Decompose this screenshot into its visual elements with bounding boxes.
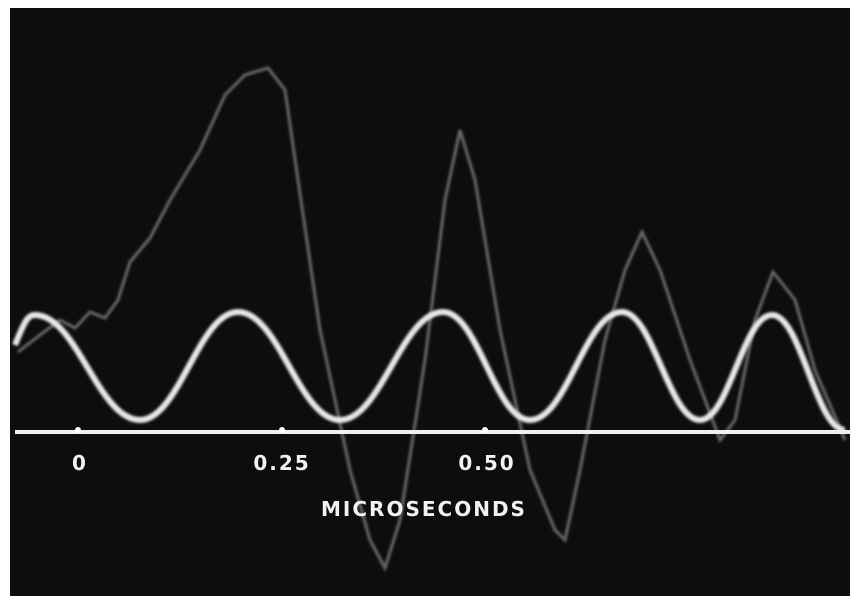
tick-label: 0.50: [458, 451, 515, 475]
tick-mark: [482, 427, 488, 433]
screen: [10, 8, 850, 596]
tick-mark: [279, 427, 285, 433]
tick-mark: [75, 427, 81, 433]
axis-label: MICROSECONDS: [321, 497, 527, 521]
tick-label: 0: [72, 451, 88, 475]
tick-label: 0.25: [253, 451, 310, 475]
sine-trace: [12, 308, 846, 433]
